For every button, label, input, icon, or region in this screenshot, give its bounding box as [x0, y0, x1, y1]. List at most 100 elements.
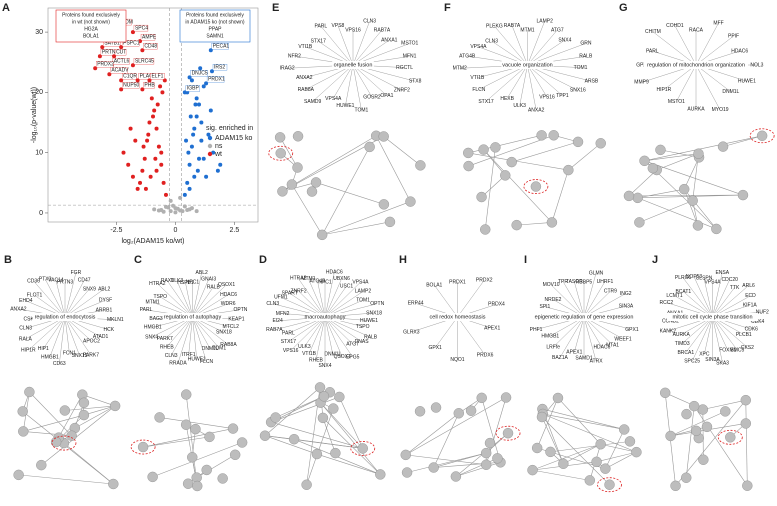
gene-label: ENSA: [715, 270, 729, 276]
gene-label: TOM1: [574, 65, 588, 71]
net-edge: [683, 157, 700, 190]
edge: [511, 25, 528, 66]
net-edge: [557, 397, 601, 445]
net-node: [692, 220, 704, 231]
gene-label: CDC20: [722, 277, 739, 283]
edge: [333, 64, 354, 99]
gene-label: TIMD3: [675, 341, 690, 347]
term-label: organelle fusion: [334, 62, 373, 68]
point: [133, 138, 138, 143]
net-edge: [722, 135, 763, 147]
net-edge: [652, 167, 717, 230]
net-node: [725, 432, 736, 443]
highlight: [597, 477, 622, 493]
gene-label: HDAC6: [731, 48, 748, 54]
net-edge: [600, 443, 637, 453]
gene-label: HTRA2: [149, 281, 166, 287]
net-edge: [83, 405, 116, 416]
net-node: [229, 449, 241, 460]
term-label: epigenetic regulation of gene expression: [535, 314, 634, 320]
point: [195, 168, 200, 173]
gene-label: HDAC6: [220, 292, 237, 298]
point: [156, 144, 161, 149]
gene-label: SPART: [282, 291, 298, 297]
gene-label: SNX18: [366, 310, 382, 316]
edge: [345, 64, 354, 106]
net-node: [711, 223, 722, 235]
point: [146, 132, 151, 137]
point-label: PRDX2: [97, 62, 114, 68]
point: [151, 114, 155, 119]
panel-letter: C: [134, 254, 142, 266]
edge: [583, 316, 603, 348]
net-node: [720, 406, 731, 417]
gene-label: RALB: [207, 284, 221, 290]
gene-label: APEX1: [484, 326, 500, 332]
gene-label: STX17: [281, 339, 297, 345]
gene-label: DYSF: [99, 297, 112, 303]
gene-label: FLCN: [200, 359, 213, 365]
edge: [583, 281, 606, 318]
edge: [49, 316, 66, 358]
gene-label: LRFfe: [546, 344, 560, 350]
net-edge: [637, 197, 717, 230]
gene-label: NRDE2: [544, 297, 561, 303]
point: [198, 66, 203, 71]
gene-label: ANXA2: [296, 75, 313, 81]
gene-label: CTR9: [604, 289, 617, 295]
net-node: [66, 430, 77, 441]
net-node: [681, 472, 692, 483]
gene-label: SPC25: [684, 359, 700, 365]
gene-label: HUWE1: [188, 357, 206, 363]
net-node: [428, 462, 439, 473]
net-node: [701, 421, 713, 433]
net-edge: [322, 201, 411, 236]
net-edge: [670, 411, 726, 437]
edge: [682, 277, 713, 318]
edge: [64, 316, 92, 356]
edge: [676, 64, 697, 102]
gene-label: ZNRF2: [291, 288, 307, 294]
gene-label: SNX18: [216, 330, 232, 336]
net-node: [530, 181, 542, 192]
label-box: [150, 73, 165, 80]
gene-label: CLN3: [266, 301, 279, 307]
gene-label: SNX9: [83, 286, 96, 292]
info-box: [55, 9, 127, 43]
net-edge: [321, 146, 370, 236]
gene-label: ULK3: [171, 278, 184, 284]
edge: [43, 316, 66, 349]
highlight: [268, 145, 294, 161]
net-node: [527, 464, 538, 476]
label-box: [133, 58, 155, 65]
net-node: [405, 196, 416, 207]
gene-label: ATG4B: [459, 53, 476, 59]
net-node: [484, 437, 496, 449]
net-node: [511, 219, 522, 231]
gene-label: RHEB: [160, 344, 175, 350]
net-node: [536, 411, 548, 423]
gene-label: RAB8A: [298, 87, 315, 93]
edge: [64, 316, 70, 354]
point: [192, 174, 197, 179]
edge: [290, 316, 326, 351]
net-node: [480, 224, 491, 235]
highlight: [130, 439, 156, 455]
x-axis-label: log₂(ADAM15 ko/wt): [121, 238, 184, 245]
edge: [574, 316, 585, 353]
gene-label: RBBP5: [576, 279, 593, 285]
net-node: [698, 454, 709, 465]
gene-label: PARL: [646, 48, 659, 54]
term-bg: [644, 61, 748, 69]
gene-label: UHRF1: [597, 279, 614, 285]
edge: [712, 316, 723, 364]
legend-title: sig. enriched in: [206, 125, 253, 132]
highlight: [495, 425, 521, 441]
gene-label: PLCB1: [736, 332, 752, 338]
net-node: [681, 408, 692, 420]
legend-label: ns: [215, 143, 223, 150]
net-node: [634, 217, 645, 228]
gene-label: ATAD1: [93, 334, 109, 340]
net-edge: [675, 399, 747, 486]
net-edge: [291, 184, 323, 236]
